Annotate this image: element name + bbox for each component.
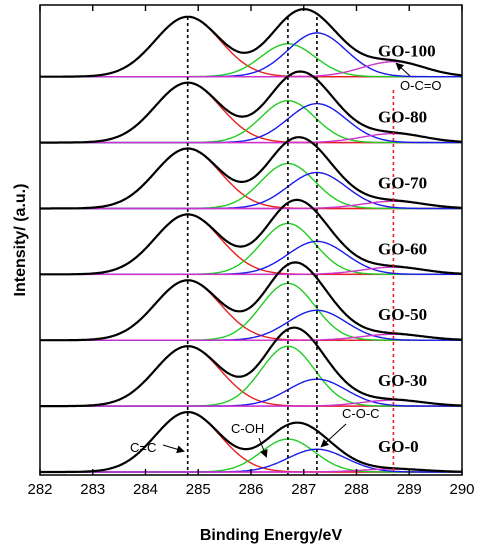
reference-lines-layer: [186, 17, 395, 475]
envelope-curve: [40, 198, 463, 276]
annotations-layer: C=C C-OH C-O-C O-C=O: [130, 62, 442, 458]
curves-layer: [40, 8, 463, 474]
sample-label: GO-30: [378, 371, 427, 390]
series-go-100: [40, 8, 463, 78]
x-tick-label: 282: [27, 481, 52, 498]
arrow: [395, 62, 411, 77]
component-o-c-eq-o: [40, 132, 463, 144]
annotation-c-oh: C-OH: [231, 421, 264, 436]
component-o-c-eq-o: [40, 61, 463, 78]
y-axis-label: Intensity/ (a.u.): [12, 184, 29, 297]
x-tick-label: 283: [80, 481, 105, 498]
arrow: [258, 437, 268, 458]
arrow: [162, 444, 185, 454]
series-go-80: [40, 70, 463, 144]
series-go-60: [40, 198, 463, 276]
x-axis-label: Binding Energy/eV: [200, 527, 343, 544]
series-go-50: [40, 261, 463, 342]
sample-label: GO-60: [378, 239, 427, 258]
sample-label: GO-80: [378, 108, 427, 127]
envelope-curve: [40, 8, 463, 78]
component-o-c-eq-o: [40, 266, 463, 275]
annotation-o-c-eq-o: O-C=O: [400, 78, 442, 93]
x-tick-label: 287: [291, 481, 316, 498]
arrow: [320, 423, 347, 448]
component-o-c-eq-o: [40, 333, 463, 341]
sample-labels-layer: GO-100 GO-80 GO-70 GO-60 GO-50 GO-30 GO-0: [378, 42, 436, 456]
component-o-c-eq-o: [40, 200, 462, 210]
series-go-30: [40, 326, 463, 408]
envelope-curve: [40, 326, 463, 408]
sample-label: GO-100: [378, 42, 436, 61]
annotation-c-o-c: C-O-C: [342, 406, 380, 421]
axes-layer: 282 283 284 285 286 287 288 289 290 Binding Energ…: [12, 4, 475, 544]
x-tick-label: 289: [397, 481, 422, 498]
envelope-curve: [40, 70, 463, 144]
x-tick-label: 290: [449, 481, 474, 498]
envelope-curve: [40, 136, 462, 210]
x-tick-label: 286: [238, 481, 263, 498]
x-tick-label: 284: [133, 481, 158, 498]
annotation-c-eq-c: C=C: [130, 440, 156, 455]
x-tick-label: 288: [344, 481, 369, 498]
envelope-curve: [40, 261, 463, 342]
sample-label: GO-70: [378, 173, 427, 192]
x-tick-label: 285: [186, 481, 211, 498]
sample-label: GO-0: [378, 437, 419, 456]
series-go-70: [40, 136, 462, 210]
sample-label: GO-50: [378, 305, 427, 324]
envelope-curve: [40, 411, 462, 474]
